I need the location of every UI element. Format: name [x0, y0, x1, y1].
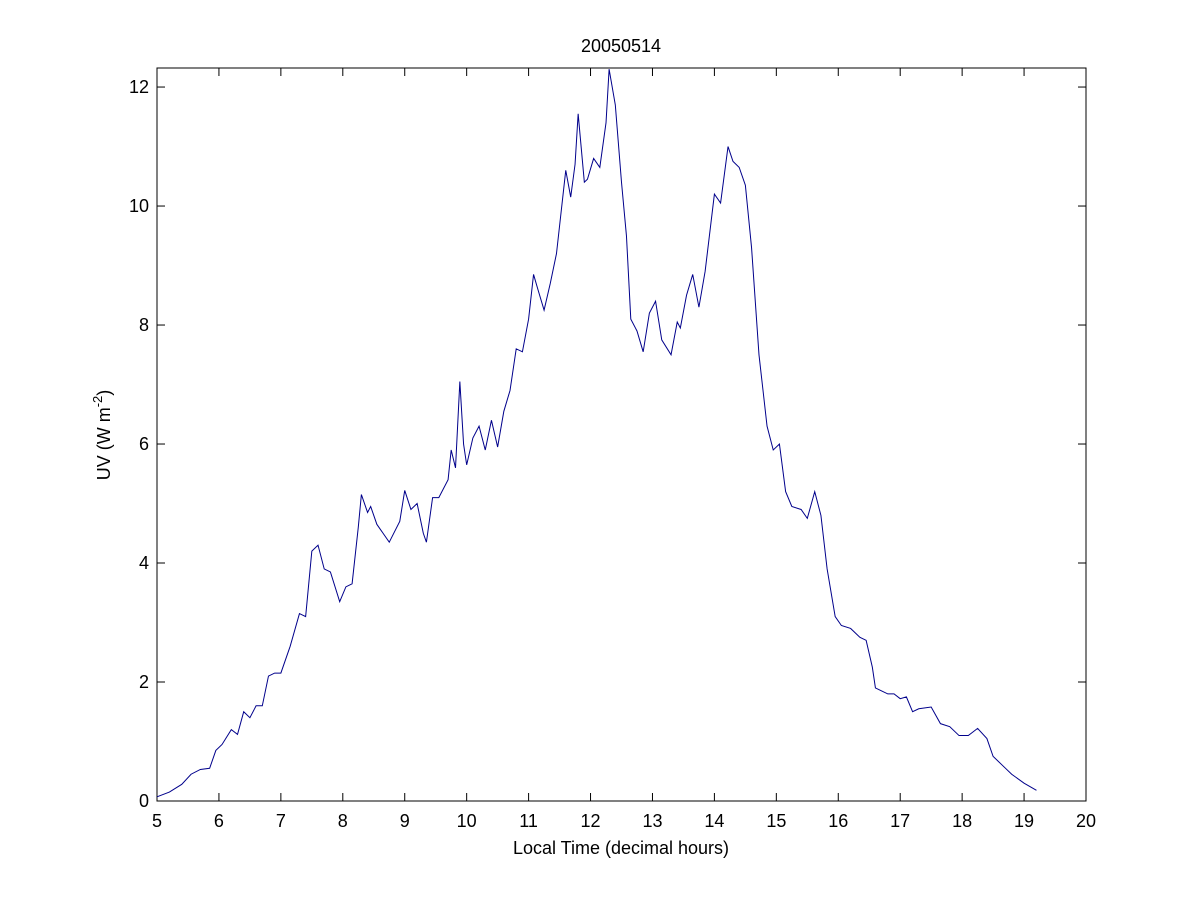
y-tick-label: 12: [129, 77, 149, 97]
y-tick-label: 4: [139, 553, 149, 573]
x-tick-label: 9: [400, 811, 410, 831]
x-tick-label: 13: [642, 811, 662, 831]
y-axis-label-superscript: -2: [90, 396, 105, 408]
chart-title: 20050514: [581, 36, 661, 56]
y-axis-label-text: UV (W m: [94, 407, 114, 480]
x-tick-label: 8: [338, 811, 348, 831]
y-tick-label: 6: [139, 434, 149, 454]
y-tick-label: 2: [139, 672, 149, 692]
x-tick-label: 10: [457, 811, 477, 831]
x-tick-label: 18: [952, 811, 972, 831]
x-tick-label: 11: [519, 811, 538, 831]
x-tick-label: 15: [766, 811, 786, 831]
x-tick-label: 19: [1014, 811, 1034, 831]
x-tick-label: 7: [276, 811, 286, 831]
x-tick-label: 16: [828, 811, 848, 831]
x-tick-label: 20: [1076, 811, 1096, 831]
y-tick-label: 0: [139, 791, 149, 811]
x-tick-label: 17: [890, 811, 910, 831]
y-tick-label: 8: [139, 315, 149, 335]
x-tick-label: 14: [704, 811, 724, 831]
x-tick-label: 6: [214, 811, 224, 831]
x-tick-label: 5: [152, 811, 162, 831]
y-tick-label: 10: [129, 196, 149, 216]
data-line: [156, 69, 1037, 798]
plot-frame: [156, 67, 1087, 802]
y-axis-label: UV (W m-2): [90, 390, 114, 481]
y-axis-label-text: ): [94, 390, 114, 396]
x-axis-label: Local Time (decimal hours): [513, 838, 729, 858]
x-tick-label: 12: [581, 811, 601, 831]
